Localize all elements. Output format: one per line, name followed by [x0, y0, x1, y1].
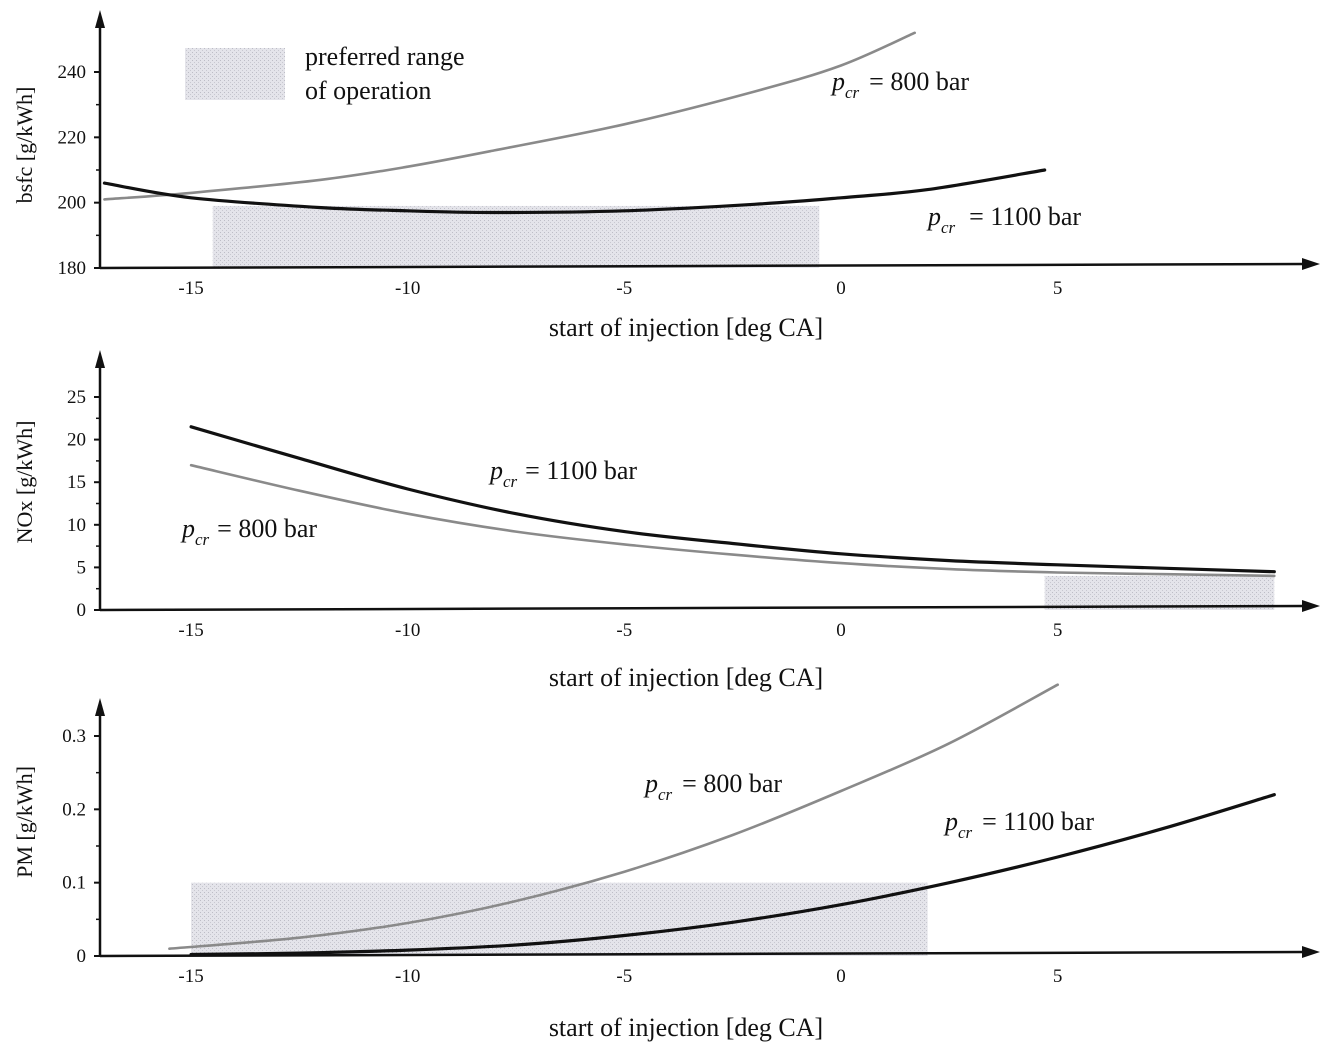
bsfc-x-tick-label: -10: [395, 278, 420, 299]
nox-y-tick-label: 5: [77, 557, 87, 578]
nox-y-tick-label: 10: [67, 515, 86, 536]
bsfc-x-tick-label: 0: [836, 278, 846, 299]
pm-series-800bar: [168, 683, 1059, 950]
bsfc-series-1100bar: [102, 168, 1047, 215]
pm-x-tick-label: -10: [395, 966, 420, 987]
pm-panel: 0 0.1 0.2 0.3 -15 -10 -5 0 5 start of injection […: [12, 683, 1320, 1042]
annotation-bsfc-1100: pcr = 1100 bar: [926, 202, 1081, 237]
pm-x-tick-label: -15: [178, 966, 203, 987]
nox-x-axis-arrow: [1302, 600, 1320, 612]
nox-y-axis-title: NOx [g/kWh]: [12, 421, 37, 544]
pm-series-1100bar: [189, 793, 1276, 957]
bsfc-x-tick-label: -15: [178, 278, 203, 299]
bsfc-x-tick-label: -5: [616, 278, 632, 299]
legend-label-line1: preferred range: [305, 42, 465, 71]
nox-x-tick-label: 0: [836, 620, 846, 641]
pm-x-tick-label: 0: [836, 966, 846, 987]
bsfc-y-axis-title: bsfc [g/kWh]: [12, 87, 37, 204]
nox-series-1100bar: [189, 425, 1276, 574]
bsfc-y-tick-label: 200: [58, 193, 87, 214]
legend-swatch: [185, 48, 285, 100]
annotation-bsfc-800: pcr = 800 bar: [830, 67, 969, 102]
pm-y-tick-label: 0.1: [62, 873, 86, 894]
nox-x-tick-label: -10: [395, 620, 420, 641]
bsfc-series-800bar: [103, 31, 916, 201]
annotation-pm-800: pcr = 800 bar: [643, 769, 782, 804]
pm-x-axis: [99, 950, 1307, 958]
nox-y-tick-label: 15: [67, 472, 86, 493]
bsfc-x-axis-title: start of injection [deg CA]: [549, 313, 823, 342]
bsfc-panel: 180 200 220 240 -15 -10 -5 0 5 start of injection…: [12, 10, 1320, 342]
annotation-pm-1100: pcr = 1100 bar: [943, 807, 1094, 842]
pm-y-axis-arrow: [95, 698, 105, 716]
nox-preferred-range: [1044, 575, 1275, 610]
pm-x-tick-label: 5: [1053, 966, 1063, 987]
annotation-nox-800: pcr = 800 bar: [180, 514, 317, 549]
nox-x-tick-label: 5: [1053, 620, 1063, 641]
bsfc-y-axis-arrow: [95, 10, 105, 28]
bsfc-x-axis: [99, 262, 1307, 270]
bsfc-preferred-range: [212, 205, 820, 268]
pm-preferred-range: [191, 882, 928, 956]
pm-x-tick-label: -5: [616, 966, 632, 987]
annotation-nox-1100: pcr = 1100 bar: [488, 456, 637, 491]
pm-y-tick-label: 0.3: [62, 726, 86, 747]
pm-x-axis-arrow: [1302, 946, 1320, 958]
bsfc-y-tick-label: 180: [58, 258, 87, 279]
bsfc-y-tick-label: 220: [58, 127, 87, 148]
pm-x-axis-title: start of injection [deg CA]: [549, 1013, 823, 1042]
bsfc-x-tick-label: 5: [1053, 278, 1063, 299]
nox-y-axis-arrow: [95, 350, 105, 368]
pm-y-tick-label: 0: [77, 946, 87, 967]
bsfc-x-axis-arrow: [1302, 258, 1320, 270]
nox-x-tick-label: -5: [616, 620, 632, 641]
nox-series-800bar: [189, 463, 1276, 578]
bsfc-y-tick-label: 240: [58, 62, 87, 83]
pm-y-axis-title: PM [g/kWh]: [12, 766, 37, 878]
nox-x-axis: [99, 604, 1307, 612]
nox-x-axis-title: start of injection [deg CA]: [549, 663, 823, 692]
legend-label-line2: of operation: [305, 76, 431, 105]
nox-y-tick-label: 0: [77, 600, 87, 621]
pm-y-tick-label: 0.2: [62, 799, 86, 820]
nox-panel: 0 5 10 15 20 25 -15 -10 -5 0 5 start of injection […: [12, 350, 1320, 692]
nox-x-tick-label: -15: [178, 620, 203, 641]
nox-y-tick-label: 20: [67, 430, 86, 451]
nox-y-tick-label: 25: [67, 387, 86, 408]
